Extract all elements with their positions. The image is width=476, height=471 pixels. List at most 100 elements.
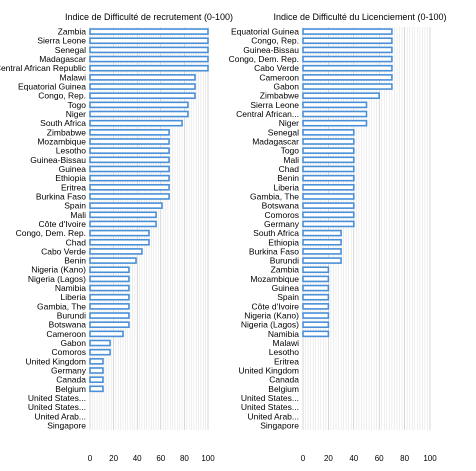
bar xyxy=(302,138,355,145)
bar xyxy=(89,339,111,347)
category-label: Namibia xyxy=(268,329,299,339)
category-label: United Arab... xyxy=(247,411,299,421)
category-label: Benin xyxy=(277,173,299,183)
category-label: Gambia, The xyxy=(37,301,86,311)
category-label: Namibia xyxy=(55,283,86,293)
bar xyxy=(89,220,157,228)
bar xyxy=(89,64,209,72)
category-label: South Africa xyxy=(253,228,299,238)
category-label: Comoros xyxy=(265,210,299,220)
x-tick-label: 40 xyxy=(133,454,142,463)
category-label: Ethiopia xyxy=(268,237,299,247)
bar xyxy=(89,293,130,301)
category-label: Liberia xyxy=(60,292,86,302)
bar xyxy=(302,330,330,338)
bar xyxy=(89,147,170,154)
category-label: Chad xyxy=(279,164,300,174)
bar xyxy=(89,74,196,81)
bar xyxy=(89,312,130,319)
bar xyxy=(302,257,342,264)
bar xyxy=(89,257,137,264)
bar xyxy=(89,211,157,219)
bar xyxy=(302,321,330,329)
bar xyxy=(89,238,150,246)
chart-title: Indice de Difficulté du Licenciement (0-… xyxy=(274,12,447,22)
bar xyxy=(89,28,209,35)
category-label: Sierra Leone xyxy=(37,36,86,46)
bar xyxy=(89,321,130,329)
category-label: Côte d'Ivoire xyxy=(252,301,300,311)
category-label: Equatorial Guinea xyxy=(231,27,299,37)
category-label: Niger xyxy=(66,109,86,119)
category-label: Burundi xyxy=(270,256,299,266)
category-label: United States... xyxy=(241,402,299,412)
category-label: Mali xyxy=(283,155,299,165)
category-label: Côte d'Ivoire xyxy=(39,219,87,229)
bar xyxy=(89,37,209,45)
bar xyxy=(89,248,143,255)
x-tick-label: 60 xyxy=(375,454,384,463)
bar xyxy=(302,147,355,154)
bar xyxy=(302,312,330,319)
category-label: Central African Republic xyxy=(0,63,87,73)
x-tick-label: 60 xyxy=(156,454,165,463)
x-tick-label: 0 xyxy=(88,454,93,463)
bar xyxy=(302,202,355,209)
bar xyxy=(302,174,355,182)
bar xyxy=(302,110,368,118)
category-label: Mozambique xyxy=(250,274,299,284)
category-label: Liberia xyxy=(273,182,299,192)
category-label: Canada xyxy=(269,375,299,385)
category-label: Chad xyxy=(66,237,87,247)
bar xyxy=(302,303,330,310)
bar xyxy=(89,330,124,338)
bar xyxy=(302,64,393,72)
bar xyxy=(89,183,170,191)
category-label: Senegal xyxy=(268,127,299,137)
category-label: Botswana xyxy=(262,201,300,211)
bar xyxy=(302,193,355,200)
bar xyxy=(89,119,183,127)
bar xyxy=(302,83,393,90)
category-label: Guinea-Bissau xyxy=(243,45,299,55)
bar xyxy=(302,211,355,219)
bar xyxy=(302,284,330,292)
category-label: Eritrea xyxy=(61,182,86,192)
category-label: Germany xyxy=(51,366,87,376)
category-label: Mozambique xyxy=(37,137,86,147)
category-label: Nigeria (Kano) xyxy=(244,311,299,321)
category-label: United Kingdom xyxy=(239,366,299,376)
x-tick-label: 80 xyxy=(180,454,189,463)
category-label: Belgium xyxy=(55,384,86,394)
bar xyxy=(89,92,196,100)
category-label: Congo, Dem. Rep. xyxy=(229,54,299,64)
bar xyxy=(89,129,170,136)
x-tick-label: 100 xyxy=(423,454,437,463)
category-label: Cabo Verde xyxy=(254,63,299,73)
category-label: Canada xyxy=(56,375,86,385)
category-label: Comoros xyxy=(52,347,86,357)
x-tick-label: 0 xyxy=(301,454,306,463)
category-label: Ethiopia xyxy=(55,173,86,183)
category-label: Nigeria (Kano) xyxy=(31,265,86,275)
category-label: Malawi xyxy=(60,72,87,82)
category-label: Cameroon xyxy=(46,329,86,339)
category-label: Mali xyxy=(70,210,86,220)
bar xyxy=(302,220,355,228)
bar xyxy=(302,293,330,301)
category-label: Spain xyxy=(64,201,86,211)
category-label: Zimbabwe xyxy=(47,127,86,137)
category-label: Lesotho xyxy=(269,347,300,357)
bar xyxy=(302,266,330,274)
bar xyxy=(302,238,342,246)
bar xyxy=(89,303,130,310)
category-label: Congo, Rep. xyxy=(251,36,299,46)
category-label: Cabo Verde xyxy=(41,246,86,256)
x-tick-label: 20 xyxy=(324,454,333,463)
category-label: Nigeria (Lagos) xyxy=(241,320,299,330)
category-label: Belgium xyxy=(268,384,299,394)
bar xyxy=(302,37,393,45)
bar xyxy=(89,367,104,374)
category-label: Nigeria (Lagos) xyxy=(28,274,86,284)
